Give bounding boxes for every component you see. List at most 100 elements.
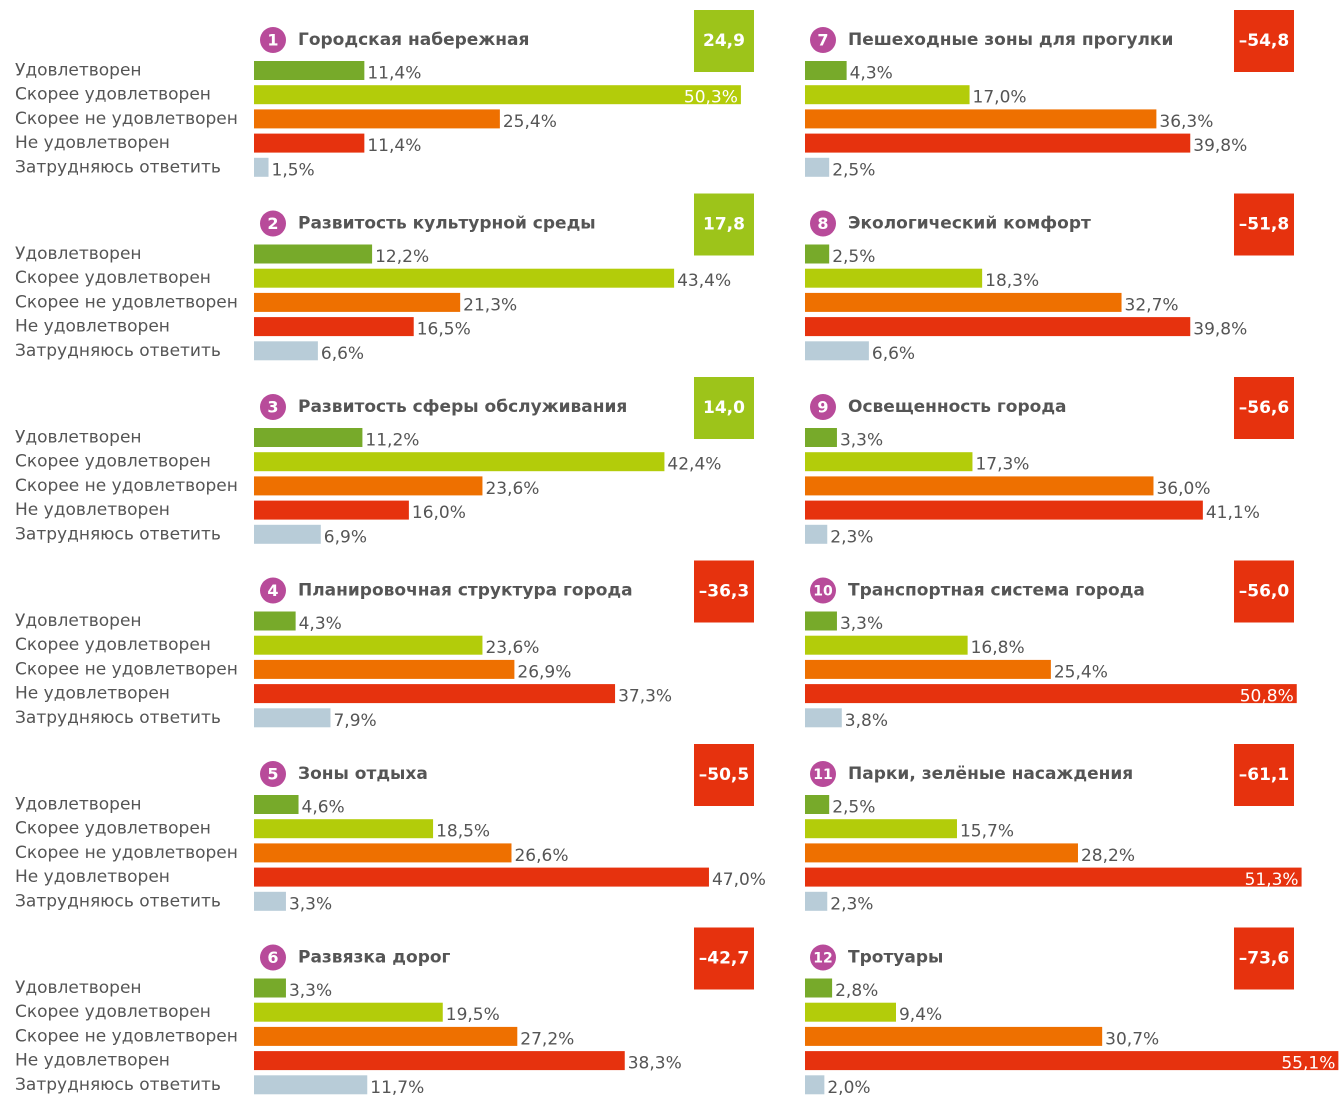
bar xyxy=(805,157,830,177)
bar xyxy=(254,524,321,544)
bar xyxy=(805,109,1157,129)
bar xyxy=(254,61,365,80)
number: 6 xyxy=(267,948,278,967)
value-label: 55,1% xyxy=(1281,1054,1335,1074)
number: 1 xyxy=(267,31,278,50)
value-label: 30,7% xyxy=(1105,1029,1159,1049)
value-label: 3,8% xyxy=(845,711,888,731)
value-label: 11,4% xyxy=(367,136,421,156)
value-label: 16,8% xyxy=(971,638,1025,658)
value-label: 2,3% xyxy=(830,894,873,914)
value-label: 36,3% xyxy=(1159,112,1213,132)
score-box xyxy=(1234,377,1294,439)
bar xyxy=(805,341,869,361)
value-label: 4,3% xyxy=(850,64,893,84)
number-badge xyxy=(260,27,286,53)
bar xyxy=(805,708,842,728)
bar xyxy=(805,61,847,80)
bar xyxy=(805,867,1302,887)
value-label: 36,0% xyxy=(1156,479,1210,499)
bar xyxy=(254,341,318,361)
score-box xyxy=(694,560,754,623)
bar xyxy=(805,635,968,655)
value-label: 3,3% xyxy=(289,981,332,1001)
value-label: 2,8% xyxy=(835,981,878,1001)
panel-title: Зоны отдыха xyxy=(298,764,428,784)
value-label: 39,8% xyxy=(1193,136,1247,156)
score-label: –50,5 xyxy=(699,765,749,785)
category-label: Скорее не удовлетворен xyxy=(15,1026,238,1046)
score-box xyxy=(694,10,754,72)
panel-title: Развязка дорог xyxy=(298,948,451,968)
bar xyxy=(254,157,269,177)
number-badge xyxy=(810,577,836,604)
category-label: Удовлетворен xyxy=(15,795,142,815)
bar xyxy=(254,500,409,520)
number: 10 xyxy=(813,584,833,600)
bar xyxy=(805,659,1051,679)
bar xyxy=(805,268,983,288)
value-label: 12,2% xyxy=(375,247,429,267)
value-label: 42,4% xyxy=(667,455,721,475)
score-box xyxy=(694,377,754,439)
panel-title: Городская набережная xyxy=(298,30,529,50)
value-label: 4,3% xyxy=(299,614,342,634)
panel-title: Освещенность города xyxy=(848,397,1067,417)
value-label: 15,7% xyxy=(960,822,1014,842)
value-label: 37,3% xyxy=(618,687,672,707)
score-label: 24,9 xyxy=(703,31,745,51)
bar xyxy=(805,85,970,105)
bar xyxy=(805,133,1191,153)
number-badge xyxy=(260,577,286,604)
value-label: 4,6% xyxy=(302,798,345,818)
bar xyxy=(805,500,1203,520)
bar xyxy=(254,891,286,911)
number: 4 xyxy=(267,581,278,600)
category-label: Удовлетворен xyxy=(15,61,142,81)
category-label: Скорее удовлетворен xyxy=(15,85,211,105)
category-label: Скорее удовлетворен xyxy=(15,452,211,472)
bar xyxy=(254,452,665,472)
value-label: 47,0% xyxy=(712,870,766,890)
category-label: Не удовлетворен xyxy=(15,684,170,704)
score-label: –73,6 xyxy=(1239,949,1289,969)
value-label: 41,1% xyxy=(1206,503,1260,523)
value-label: 27,2% xyxy=(520,1029,574,1049)
bar xyxy=(805,244,830,264)
score-label: –61,1 xyxy=(1239,765,1289,785)
category-label: Затрудняюсь ответить xyxy=(15,341,221,361)
bar xyxy=(805,819,957,839)
category-label: Скорее не удовлетворен xyxy=(15,292,238,312)
bar xyxy=(254,1075,368,1095)
panel-title: Развитость культурной среды xyxy=(298,214,596,234)
category-label: Скорее не удовлетворен xyxy=(15,109,238,129)
bar xyxy=(805,524,828,544)
category-label: Затрудняюсь ответить xyxy=(15,708,221,728)
value-label: 16,0% xyxy=(412,503,466,523)
number-badge xyxy=(260,761,286,787)
bar xyxy=(254,708,331,728)
number: 5 xyxy=(267,765,278,784)
number: 12 xyxy=(813,951,832,967)
value-label: 7,9% xyxy=(333,711,376,731)
bar xyxy=(254,109,500,129)
bar xyxy=(805,1026,1103,1046)
value-label: 11,7% xyxy=(370,1078,424,1097)
category-label: Не удовлетворен xyxy=(15,867,170,887)
value-label: 9,4% xyxy=(899,1005,942,1025)
bar xyxy=(254,611,296,631)
category-label: Скорее удовлетворен xyxy=(15,268,211,288)
bar xyxy=(254,1002,443,1022)
bar xyxy=(805,795,830,814)
value-label: 18,3% xyxy=(985,271,1039,291)
bar xyxy=(254,819,434,839)
category-label: Не удовлетворен xyxy=(15,133,170,153)
bar xyxy=(805,428,837,447)
value-label: 11,2% xyxy=(365,431,419,451)
number-badge xyxy=(810,394,836,420)
value-label: 21,3% xyxy=(463,295,517,315)
category-label: Удовлетворен xyxy=(15,428,142,448)
category-label: Не удовлетворен xyxy=(15,500,170,520)
score-box xyxy=(1234,744,1294,806)
bar xyxy=(805,684,1297,704)
